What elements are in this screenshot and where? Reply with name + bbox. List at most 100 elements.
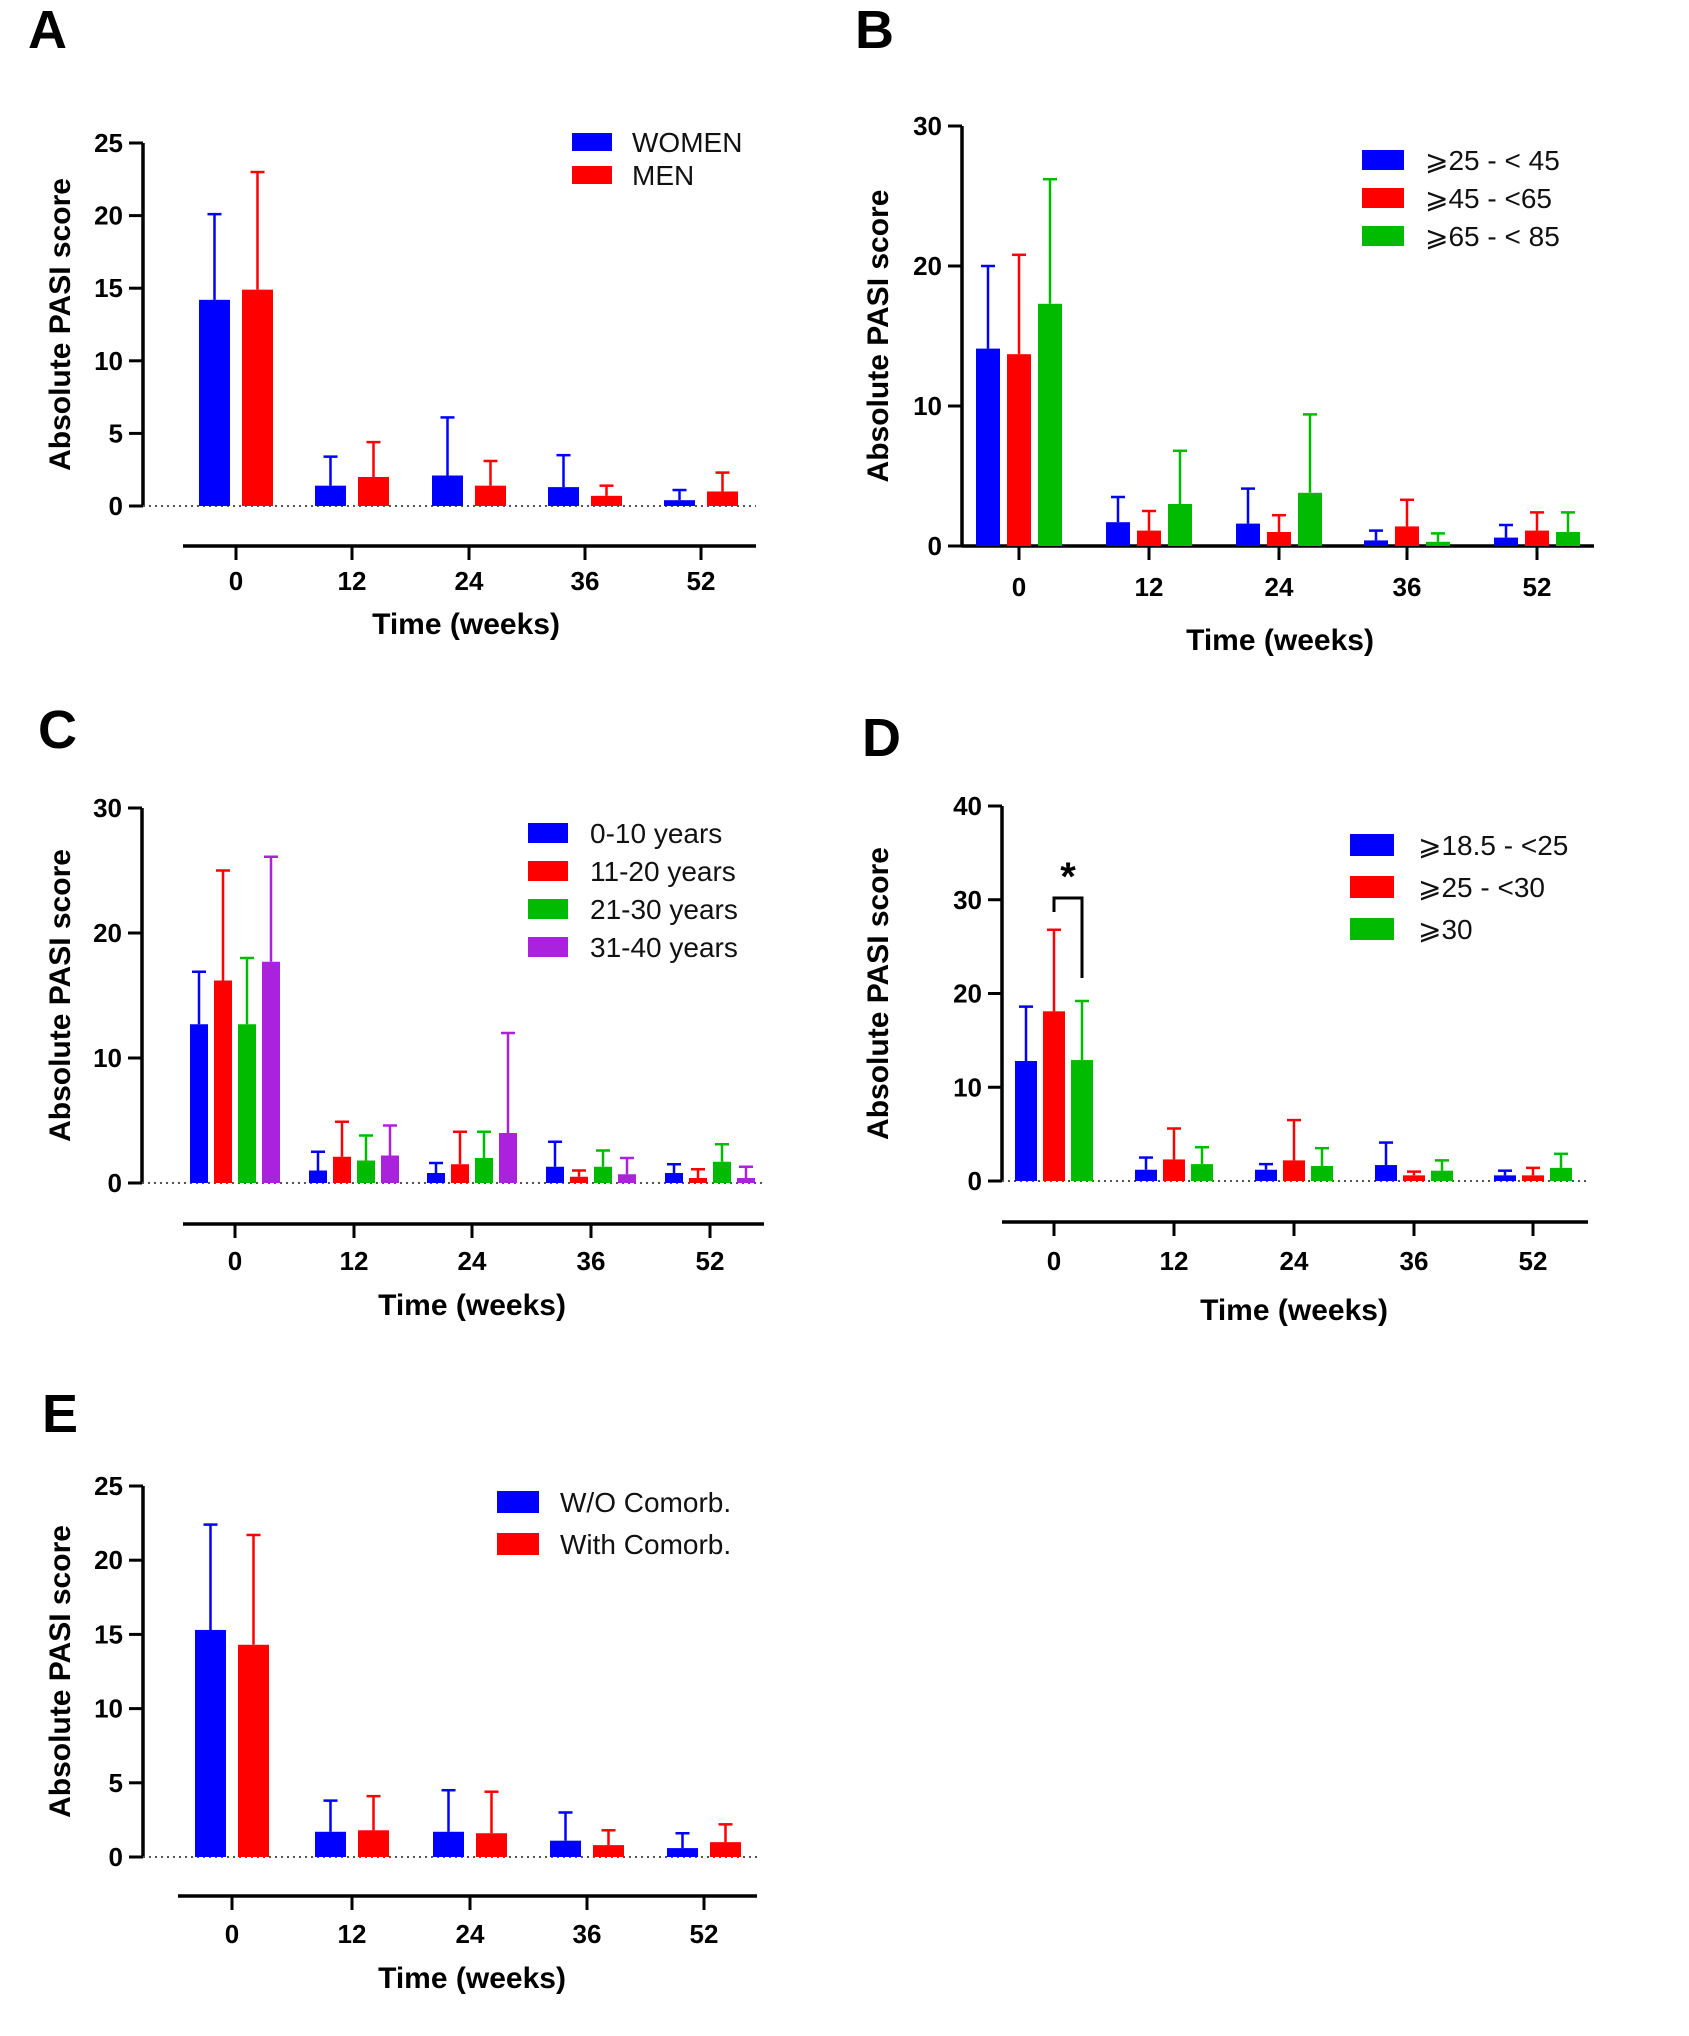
bar [1525, 530, 1549, 546]
x-tick-label: 36 [1400, 1246, 1429, 1276]
bar [667, 1848, 698, 1857]
bar [1168, 504, 1192, 546]
bar [381, 1155, 399, 1183]
bar [315, 485, 346, 506]
chart-panel-e: E 0 5 10 15 20 25 0 12 24 36 52 Time (weeks) Absolute… [42, 1384, 757, 1995]
bar [1236, 523, 1260, 546]
bar [476, 1833, 507, 1857]
bar [427, 1173, 445, 1183]
bar [1135, 1169, 1157, 1181]
legend-swatch [528, 899, 568, 919]
bar [358, 1830, 389, 1857]
y-axis-title: Absolute PASI score [862, 847, 895, 1140]
x-tick-label: 12 [340, 1246, 369, 1276]
bar [1255, 1169, 1277, 1181]
y-tick-label: 0 [109, 1842, 123, 1872]
x-tick-label: 0 [229, 566, 243, 596]
significance-star: * [1060, 855, 1076, 899]
bar [594, 1166, 612, 1183]
y-tick-label: 20 [913, 251, 942, 281]
legend-entry: 0-10 years [590, 818, 722, 849]
bar [591, 495, 622, 506]
bar [1106, 522, 1130, 546]
x-tick-label: 0 [1047, 1246, 1061, 1276]
y-tick-label: 10 [953, 1072, 982, 1102]
x-tick-label: 12 [338, 566, 367, 596]
bar [1403, 1175, 1425, 1181]
panel-letter: E [42, 1384, 78, 1444]
x-axis-title: Time (weeks) [1200, 1294, 1388, 1327]
bar [195, 1629, 226, 1857]
y-tick-label: 10 [94, 346, 123, 376]
bar [618, 1174, 636, 1183]
bar [1364, 540, 1388, 546]
legend: 0-10 years 11-20 years 21-30 years 31-40 ye… [528, 818, 738, 963]
legend-entry: W/O Comorb. [560, 1487, 731, 1518]
x-tick-label: 24 [1280, 1246, 1309, 1276]
x-axis-title: Time (weeks) [1186, 624, 1374, 657]
legend-entry: ⩾18.5 - <25 [1418, 830, 1568, 861]
y-axis-title: Absolute PASI score [44, 849, 77, 1142]
bar [1137, 530, 1161, 546]
bar [433, 1831, 464, 1857]
bar [357, 1160, 375, 1183]
chart-panel-c: C 0 10 20 30 0 12 24 36 52 Time (weeks) Absolute PA… [38, 700, 764, 1322]
x-tick-label: 36 [1393, 572, 1422, 602]
bar [475, 1158, 493, 1183]
x-tick-label: 0 [1012, 572, 1026, 602]
y-tick-label: 30 [93, 793, 122, 823]
bar [570, 1176, 588, 1183]
bar [262, 961, 280, 1183]
x-tick-label: 12 [1135, 572, 1164, 602]
bar [1043, 1011, 1065, 1181]
bar [1431, 1170, 1453, 1181]
x-tick-label: 52 [687, 566, 716, 596]
bar [550, 1840, 581, 1857]
legend-swatch [1362, 188, 1404, 208]
bar [689, 1178, 707, 1183]
legend-entry: 21-30 years [590, 894, 738, 925]
bar [976, 348, 1000, 546]
legend-entry: ⩾45 - <65 [1425, 183, 1552, 214]
panel-letter: B [855, 0, 894, 60]
bar [1494, 537, 1518, 546]
y-tick-label: 0 [928, 531, 942, 561]
bar [242, 289, 273, 506]
x-tick-label: 52 [1523, 572, 1552, 602]
bar [1267, 532, 1291, 546]
y-axis-title: Absolute PASI score [862, 190, 895, 483]
bar [1522, 1175, 1544, 1181]
legend-entry: 31-40 years [590, 932, 738, 963]
bar [315, 1831, 346, 1857]
bar [451, 1164, 469, 1183]
x-tick-label: 24 [1265, 572, 1294, 602]
x-axis-title: Time (weeks) [378, 1289, 566, 1322]
bar [475, 485, 506, 506]
bar [1311, 1166, 1333, 1181]
y-axis-title: Absolute PASI score [44, 178, 77, 471]
y-tick-label: 20 [953, 979, 982, 1009]
bar [358, 476, 389, 506]
y-tick-label: 0 [108, 1168, 122, 1198]
bar [1395, 526, 1419, 546]
x-tick-label: 12 [1160, 1246, 1189, 1276]
y-tick-label: 20 [94, 1545, 123, 1575]
bar [1550, 1167, 1572, 1181]
legend-entry: WOMEN [632, 127, 742, 158]
x-tick-label: 36 [571, 566, 600, 596]
y-tick-label: 5 [109, 418, 123, 448]
significance-bracket [1052, 896, 1084, 978]
bar [737, 1178, 755, 1183]
legend-swatch [528, 937, 568, 957]
panel-letter: A [28, 0, 67, 60]
x-axis-title: Time (weeks) [372, 608, 560, 641]
legend-swatch [1350, 918, 1394, 940]
y-tick-label: 25 [94, 128, 123, 158]
legend-swatch [1362, 226, 1404, 246]
legend-entry: MEN [632, 160, 694, 191]
y-tick-label: 10 [913, 391, 942, 421]
x-tick-label: 0 [228, 1246, 242, 1276]
bar [1007, 354, 1031, 546]
bar [309, 1170, 327, 1183]
